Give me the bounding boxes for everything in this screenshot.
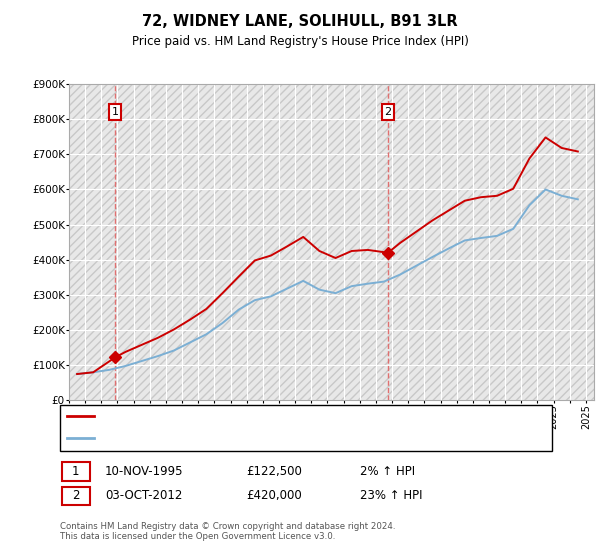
Text: 2: 2	[72, 489, 79, 502]
Text: 2% ↑ HPI: 2% ↑ HPI	[360, 465, 415, 478]
Text: 03-OCT-2012: 03-OCT-2012	[105, 489, 182, 502]
Text: 72, WIDNEY LANE, SOLIHULL, B91 3LR: 72, WIDNEY LANE, SOLIHULL, B91 3LR	[142, 14, 458, 29]
FancyBboxPatch shape	[60, 405, 552, 451]
Text: Price paid vs. HM Land Registry's House Price Index (HPI): Price paid vs. HM Land Registry's House …	[131, 35, 469, 48]
Text: 1: 1	[72, 465, 79, 478]
FancyBboxPatch shape	[62, 487, 89, 505]
Text: HPI: Average price, detached house, Solihull: HPI: Average price, detached house, Soli…	[102, 433, 333, 443]
Text: 23% ↑ HPI: 23% ↑ HPI	[360, 489, 422, 502]
FancyBboxPatch shape	[62, 463, 89, 480]
Text: £122,500: £122,500	[246, 465, 302, 478]
Text: 2: 2	[385, 107, 392, 117]
Text: £420,000: £420,000	[246, 489, 302, 502]
Text: 72, WIDNEY LANE, SOLIHULL, B91 3LR (detached house): 72, WIDNEY LANE, SOLIHULL, B91 3LR (deta…	[102, 412, 395, 421]
Text: Contains HM Land Registry data © Crown copyright and database right 2024.
This d: Contains HM Land Registry data © Crown c…	[60, 522, 395, 542]
Text: 10-NOV-1995: 10-NOV-1995	[105, 465, 184, 478]
Text: 1: 1	[112, 107, 119, 117]
